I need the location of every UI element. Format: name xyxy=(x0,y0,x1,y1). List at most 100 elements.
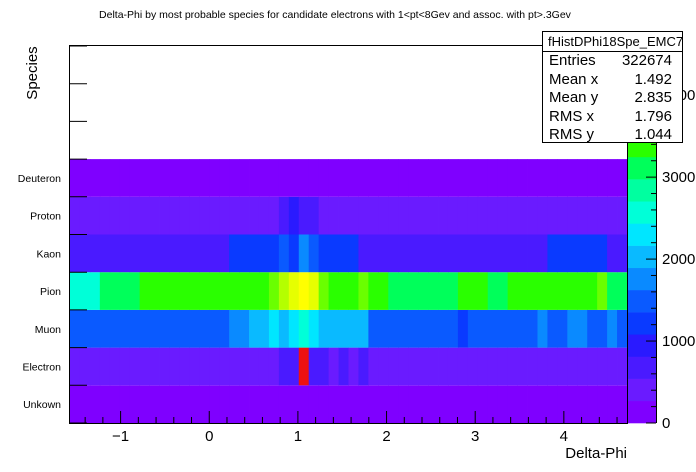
heatmap-cell xyxy=(79,347,91,386)
heatmap-cell xyxy=(249,385,260,423)
heatmap-cell xyxy=(398,347,409,386)
heatmap-cell xyxy=(99,234,111,273)
heatmap-cell xyxy=(179,234,190,273)
heatmap-cell xyxy=(199,385,210,423)
heatmap-cell xyxy=(139,309,150,348)
x-axis: −1 0 1 2 3 4 xyxy=(84,411,618,445)
heatmap-cell xyxy=(388,272,399,310)
heatmap-cell xyxy=(328,159,339,197)
heatmap-cell xyxy=(79,159,91,197)
heatmap-cell xyxy=(258,309,270,348)
heatmap-cell xyxy=(318,272,330,310)
heatmap-cell xyxy=(199,159,210,197)
heatmap-cell xyxy=(328,385,339,423)
heatmap-cell xyxy=(467,196,479,235)
heatmap-cell xyxy=(428,385,439,423)
heatmap-cell xyxy=(209,309,220,348)
heatmap-cell xyxy=(567,347,578,386)
y-category-label: Deuteron xyxy=(18,173,61,185)
heatmap-cell xyxy=(129,385,141,423)
heatmap-cell xyxy=(348,159,359,197)
heatmap-cell xyxy=(189,385,200,423)
heatmap-cell xyxy=(89,234,101,273)
heatmap-cell xyxy=(557,234,568,273)
heatmap-cells xyxy=(70,159,628,423)
heatmap-cell xyxy=(378,234,389,273)
heatmap-cell xyxy=(338,272,349,310)
heatmap-cell xyxy=(467,234,479,273)
heatmap-cell xyxy=(537,159,548,197)
heatmap-cell xyxy=(258,272,270,310)
x-axis-label: Delta-Phi xyxy=(565,445,627,462)
heatmap-cell xyxy=(288,272,300,310)
heatmap-cell xyxy=(537,234,548,273)
heatmap-cell xyxy=(179,272,190,310)
y-axis: Unkown Electron Muon Pion Kaon Proton Deuteron xyxy=(18,45,87,424)
heatmap-cell xyxy=(497,159,509,197)
heatmap-cell xyxy=(70,234,81,273)
heatmap-cell xyxy=(338,385,349,423)
heatmap-cell xyxy=(607,272,618,310)
heatmap-cell xyxy=(239,159,250,197)
heatmap-cell xyxy=(467,159,479,197)
heatmap-cell xyxy=(318,196,330,235)
heatmap-cell xyxy=(109,234,121,273)
heatmap-cell xyxy=(318,309,330,348)
palette-swatch xyxy=(628,223,656,246)
heatmap-cell xyxy=(119,234,131,273)
heatmap-cell xyxy=(169,234,180,273)
heatmap-cell xyxy=(328,196,339,235)
heatmap-cell xyxy=(537,309,548,348)
heatmap-cell xyxy=(219,196,230,235)
heatmap-cell xyxy=(457,347,469,386)
heatmap-cell xyxy=(567,385,578,423)
heatmap-cell xyxy=(517,159,528,197)
heatmap-cell xyxy=(557,196,568,235)
heatmap-cell xyxy=(348,385,359,423)
heatmap-cell xyxy=(70,347,81,386)
heatmap-cell xyxy=(199,196,210,235)
heatmap-cell xyxy=(239,309,250,348)
heatmap-cell xyxy=(348,347,359,386)
heatmap-cell xyxy=(119,159,131,197)
heatmap-cell xyxy=(199,347,210,386)
heatmap-cell xyxy=(368,347,379,386)
heatmap-cell xyxy=(418,272,429,310)
heatmap-cell xyxy=(428,309,439,348)
heatmap-cell xyxy=(70,385,81,423)
heatmap-cell xyxy=(229,309,240,348)
heatmap-cell xyxy=(249,309,260,348)
heatmap-cell xyxy=(507,196,518,235)
heatmap-cell xyxy=(408,272,419,310)
heatmap-cell xyxy=(547,196,558,235)
heatmap-cell xyxy=(159,347,170,386)
heatmap-cell xyxy=(418,309,429,348)
heatmap-cell xyxy=(129,309,141,348)
heatmap-cell xyxy=(258,159,270,197)
heatmap-cell xyxy=(398,234,409,273)
heatmap-cell xyxy=(179,196,190,235)
heatmap-cell xyxy=(577,309,588,348)
heatmap-cell xyxy=(239,196,250,235)
heatmap-cell xyxy=(278,385,290,423)
heatmap-cell xyxy=(418,385,429,423)
heatmap-cell xyxy=(457,196,469,235)
heatmap-cell xyxy=(348,309,359,348)
heatmap-cell xyxy=(149,309,160,348)
y-category-label: Pion xyxy=(40,286,61,298)
heatmap-cell xyxy=(149,385,160,423)
heatmap-cell xyxy=(368,234,379,273)
heatmap-cell xyxy=(89,272,101,310)
heatmap-cell xyxy=(338,196,349,235)
heatmap-cell xyxy=(149,159,160,197)
heatmap-cell xyxy=(119,309,131,348)
heatmap-cell xyxy=(70,309,81,348)
heatmap-cell xyxy=(169,272,180,310)
heatmap-cell xyxy=(597,234,608,273)
heatmap-cell xyxy=(378,272,389,310)
heatmap-cell xyxy=(278,272,290,310)
heatmap-cell xyxy=(438,272,449,310)
heatmap-cell xyxy=(239,347,250,386)
heatmap-cell xyxy=(368,272,379,310)
heatmap-cell xyxy=(89,347,101,386)
